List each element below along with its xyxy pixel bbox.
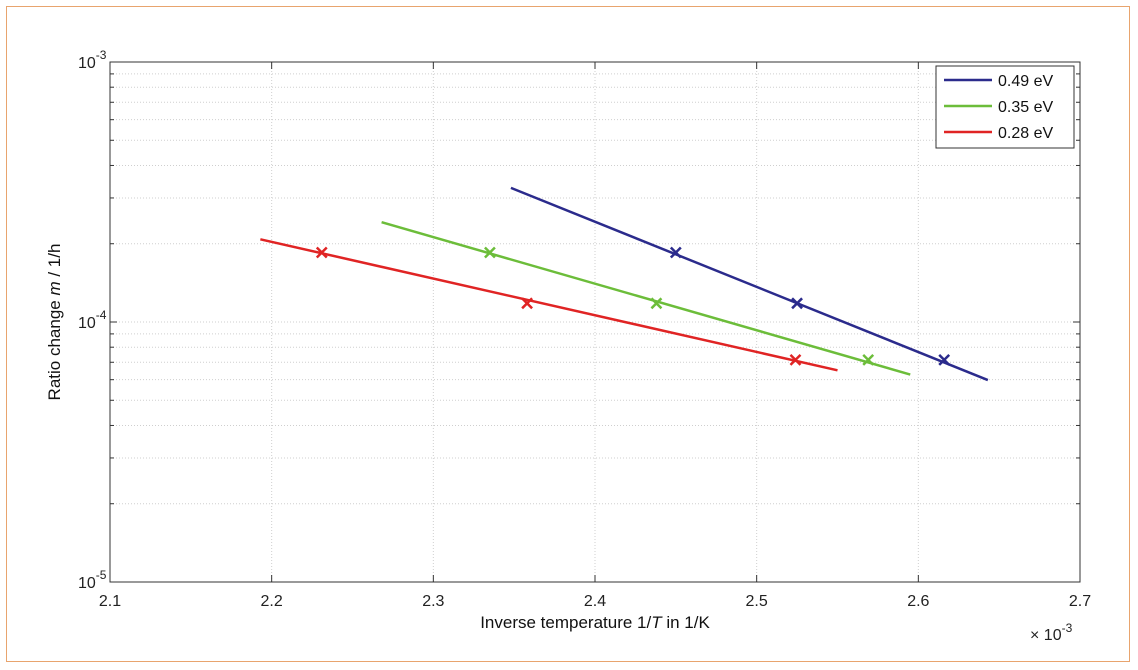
grid: [110, 62, 1080, 582]
x-tick-label: 2.7: [1069, 593, 1091, 610]
x-tick-label: 2.2: [261, 593, 283, 610]
data-point: [650, 297, 663, 310]
series-group: [260, 186, 989, 382]
fit-line: [260, 238, 838, 372]
figure-frame: [6, 6, 1130, 662]
data-point: [789, 353, 802, 366]
x-axis-multiplier: × 10-3: [1030, 621, 1073, 644]
fit-line: [510, 186, 989, 382]
legend-label: 0.28 eV: [998, 125, 1053, 142]
marker-stroke: [669, 246, 682, 259]
data-point: [521, 297, 533, 310]
data-point: [862, 353, 875, 366]
y-tick-label: 10-5: [78, 568, 107, 592]
data-point: [484, 246, 496, 259]
x-tick-label: 2.1: [99, 593, 121, 610]
y-tick-label: 10-4: [78, 308, 107, 332]
x-tick-label: 2.5: [746, 593, 768, 610]
data-point: [938, 353, 951, 366]
x-tick-label: 2.6: [907, 593, 929, 610]
marker-stroke: [315, 246, 328, 259]
y-axis-ticks: 10-3 10-4 10-5: [78, 48, 107, 592]
legend-entry: 0.35 eV: [944, 99, 1053, 116]
legend-entry: 0.49 eV: [944, 73, 1053, 90]
legend-label: 0.49 eV: [998, 73, 1053, 90]
series-1: [381, 221, 911, 376]
data-point: [315, 246, 328, 259]
legend-label: 0.35 eV: [998, 99, 1053, 116]
series-0: [510, 186, 989, 382]
legend: 0.49 eV 0.35 eV 0.28 eV: [935, 65, 1075, 149]
plot-area: [110, 62, 1080, 582]
y-axis-label: Ratio change m / 1/h: [45, 244, 64, 401]
data-point: [669, 246, 682, 259]
marker-stroke: [650, 297, 663, 310]
legend-entry: 0.28 eV: [944, 125, 1053, 142]
marker-stroke: [791, 297, 803, 310]
marker-stroke: [484, 246, 496, 259]
y-tick-label: 10-3: [78, 48, 107, 72]
fit-line: [381, 221, 911, 376]
marker-stroke: [789, 353, 802, 366]
marker-stroke: [862, 353, 875, 366]
series-2: [260, 238, 838, 372]
x-tick-label: 2.4: [584, 593, 606, 610]
x-axis-ticks: 2.1 2.2 2.3 2.4 2.5 2.6 2.7: [99, 62, 1091, 610]
marker-stroke: [521, 297, 533, 310]
x-axis-label: Inverse temperature 1/T in 1/K: [480, 613, 710, 632]
x-tick-label: 2.3: [422, 593, 444, 610]
marker-stroke: [938, 353, 951, 366]
data-point: [791, 297, 803, 310]
